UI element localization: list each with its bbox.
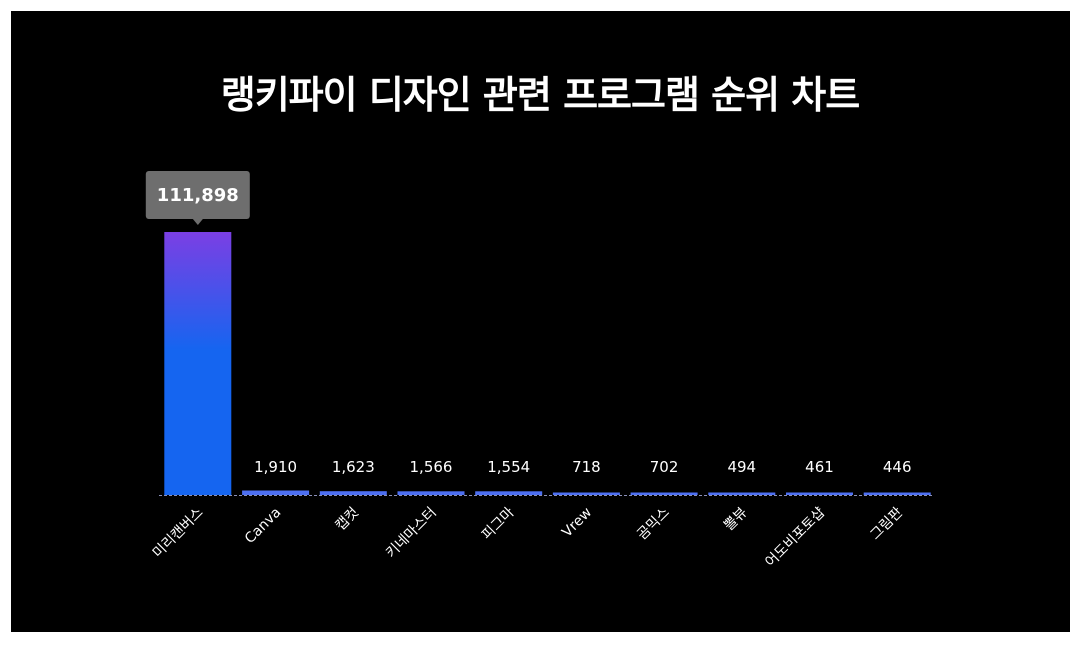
tooltip-pointer xyxy=(192,219,203,225)
labels-group: 미리캔버스 1,910 Canva 1,623 캡컷 1,566 키네마스터 1,554 피그마… xyxy=(150,458,912,570)
tooltip-box xyxy=(145,171,250,219)
value-label-5: 718 xyxy=(572,458,601,476)
category-label-0: 미리캔버스 xyxy=(150,504,207,561)
bar-9 xyxy=(863,492,931,495)
bar-8 xyxy=(786,492,853,495)
bar-1 xyxy=(242,490,310,495)
bar-5 xyxy=(552,492,620,495)
category-label-5: Vrew xyxy=(559,505,595,541)
bar-6 xyxy=(630,492,698,495)
bar-4 xyxy=(475,491,543,495)
category-label-2: 캡컷 xyxy=(333,505,363,535)
bars-group xyxy=(164,232,931,495)
value-label-7: 494 xyxy=(727,458,756,476)
value-label-8: 461 xyxy=(805,458,834,476)
bar-2 xyxy=(319,491,387,495)
value-label-4: 1,554 xyxy=(487,458,530,476)
value-label-9: 446 xyxy=(883,458,912,476)
value-label-2: 1,623 xyxy=(332,458,375,476)
category-label-9: 그림판 xyxy=(867,504,906,543)
bar-7 xyxy=(708,492,776,495)
category-label-1: Canva xyxy=(242,505,284,547)
chart-title: 랭키파이 디자인 관련 프로그램 순위 차트 xyxy=(220,73,860,117)
value-label-1: 1,910 xyxy=(254,458,297,476)
category-label-7: 뽈뷰 xyxy=(721,504,751,534)
value-label-3: 1,566 xyxy=(410,458,453,476)
category-label-4: 피그마 xyxy=(479,504,518,543)
tooltip-value: 111,898 xyxy=(157,185,239,206)
bar-0 xyxy=(164,232,232,495)
value-tooltip: 111,898 xyxy=(145,171,250,225)
category-label-8: 어도비포토샵 xyxy=(762,504,828,570)
bar-3 xyxy=(397,491,465,495)
value-label-6: 702 xyxy=(650,458,679,476)
category-label-6: 곰믹스 xyxy=(634,504,673,543)
category-label-3: 키네마스터 xyxy=(383,505,440,562)
